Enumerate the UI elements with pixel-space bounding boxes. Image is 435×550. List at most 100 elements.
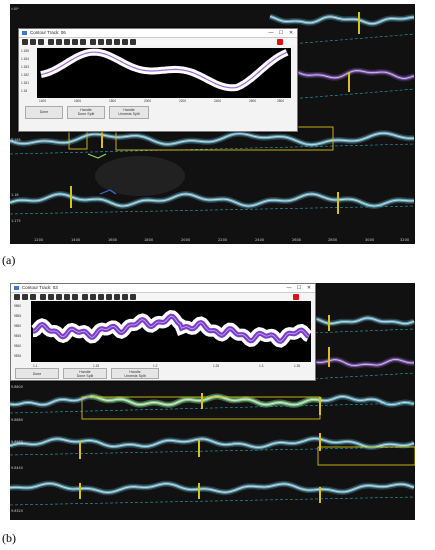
window-plot[interactable] <box>31 301 311 362</box>
app-icon <box>22 31 27 35</box>
panel-a-ytick: 1.185 <box>11 138 21 142</box>
panel-b-ytick: 9.8680 <box>11 418 23 422</box>
selection-box <box>317 446 415 466</box>
dashed-guide-line <box>10 143 415 155</box>
window-xtick: 2600 <box>249 99 257 103</box>
zoom-in-icon[interactable] <box>56 39 62 45</box>
maximize-button[interactable]: ☐ <box>296 285 302 291</box>
open-icon[interactable] <box>14 294 20 300</box>
open-icon[interactable] <box>22 39 28 45</box>
window-xtick: 2000 <box>144 99 152 103</box>
window-title: Contour Track: 06 <box>30 30 66 35</box>
window-ytick: 9860 <box>14 304 22 308</box>
panel-a-ytick: 1.18 <box>11 193 19 197</box>
pan-icon[interactable] <box>72 39 78 45</box>
zoom-out-icon[interactable] <box>56 294 62 300</box>
yellow-marker <box>328 315 330 331</box>
panel-a-y-exponent: ×10⁴ <box>11 7 19 11</box>
close-button[interactable]: ✕ <box>306 285 312 291</box>
window-ytick: 1.18 <box>21 89 28 93</box>
save-icon[interactable] <box>30 39 36 45</box>
caption-b: (b) <box>2 531 16 545</box>
minimize-button[interactable]: — <box>268 30 274 36</box>
window-title: Contour Track: 03 <box>22 285 58 290</box>
contour-line-core <box>10 193 415 207</box>
yellow-marker <box>319 433 321 451</box>
minimize-button[interactable]: — <box>286 285 292 291</box>
done-button[interactable]: Done <box>15 368 59 379</box>
window-ytick: 9850 <box>14 324 22 328</box>
window-ytick: 9845 <box>14 334 22 338</box>
cursor-icon[interactable] <box>40 294 46 300</box>
contour-line-core <box>10 132 415 146</box>
stop-icon[interactable] <box>277 39 283 45</box>
zoom-out-icon[interactable] <box>64 39 70 45</box>
rotate-icon[interactable] <box>80 39 86 45</box>
window-xtick: 1.35 <box>294 364 301 368</box>
window-ytick: 1.185 <box>21 49 29 53</box>
contour-track-window[interactable]: Contour Track: 06 — ☐ ✕ 1.185 1.184 <box>18 28 298 132</box>
pan-icon[interactable] <box>64 294 70 300</box>
data-cursor-icon[interactable] <box>90 39 96 45</box>
unnests-split-button[interactable]: Handle Unnests Split <box>111 368 159 379</box>
yellow-marker <box>348 72 350 92</box>
panel-b-ytick: 9.8800 <box>11 385 23 389</box>
cursor-icon[interactable] <box>48 39 54 45</box>
panel-a-xtick: 2400 <box>255 238 265 242</box>
window-xtick: 1.15 <box>93 364 100 368</box>
panel-a-ytick: 1.175 <box>11 219 21 223</box>
window-ytick: 1.183 <box>21 65 29 69</box>
panel-a: ×10⁴ 1.185 1.18 1.175 1200 1400 1600 180… <box>10 4 415 244</box>
maximize-button[interactable]: ☐ <box>278 30 284 36</box>
brush-icon[interactable] <box>90 294 96 300</box>
window-xtick: 2800 <box>277 99 285 103</box>
contour-line-core <box>269 16 415 25</box>
caption-a: (a) <box>2 253 16 267</box>
grid-icon[interactable] <box>130 39 136 45</box>
yellow-marker <box>101 126 103 148</box>
yellow-marker <box>198 439 200 457</box>
panel-a-xtick: 1600 <box>108 238 118 242</box>
panel-a-xtick: 3200 <box>400 238 410 242</box>
panel-a-xtick: 1400 <box>71 238 81 242</box>
window-xtick: 1600 <box>74 99 82 103</box>
contour-track-window[interactable]: Contour Track: 03 — ☐ ✕ 9860 9 <box>10 283 316 381</box>
save-icon[interactable] <box>22 294 28 300</box>
yellow-marker <box>201 393 203 409</box>
done-split-button[interactable]: Handle Done Split <box>63 368 107 379</box>
panel-a-xtick: 2200 <box>218 238 228 242</box>
link-icon[interactable] <box>98 294 104 300</box>
yellow-marker <box>198 483 200 499</box>
brush-icon[interactable] <box>98 39 104 45</box>
pointer-icon[interactable] <box>130 294 136 300</box>
rotate-icon[interactable] <box>72 294 78 300</box>
colorbar-icon[interactable] <box>106 294 112 300</box>
unnests-split-button[interactable]: Handle Unnests Split <box>109 106 149 119</box>
data-cursor-icon[interactable] <box>82 294 88 300</box>
window-plot[interactable] <box>37 48 291 98</box>
window-xtick: 1.2 <box>153 364 158 368</box>
close-button[interactable]: ✕ <box>288 30 294 36</box>
print-icon[interactable] <box>30 294 36 300</box>
window-controls: Done Handle Done Split Handle Unnests Sp… <box>25 106 155 120</box>
window-titlebar[interactable]: Contour Track: 06 — ☐ ✕ <box>19 29 297 38</box>
link-icon[interactable] <box>106 39 112 45</box>
window-titlebar[interactable]: Contour Track: 03 — ☐ ✕ <box>11 284 315 293</box>
dashed-guide-line <box>10 496 415 506</box>
track-line <box>33 315 310 342</box>
legend-icon[interactable] <box>122 39 128 45</box>
contour-line-core <box>309 359 415 366</box>
done-button[interactable]: Done <box>25 106 63 119</box>
window-controls: Done Handle Done Split Handle Unnests Sp… <box>15 368 165 382</box>
window-xtick: 1.25 <box>213 364 220 368</box>
window-ytick: 1.182 <box>21 73 29 77</box>
grid-icon[interactable] <box>122 294 128 300</box>
track-line <box>40 51 288 89</box>
zoom-in-icon[interactable] <box>48 294 54 300</box>
colorbar-icon[interactable] <box>114 39 120 45</box>
done-split-button[interactable]: Handle Done Split <box>67 106 105 119</box>
print-icon[interactable] <box>38 39 44 45</box>
contour-line-highlight-core <box>89 396 323 406</box>
legend-icon[interactable] <box>114 294 120 300</box>
stop-icon[interactable] <box>293 294 299 300</box>
